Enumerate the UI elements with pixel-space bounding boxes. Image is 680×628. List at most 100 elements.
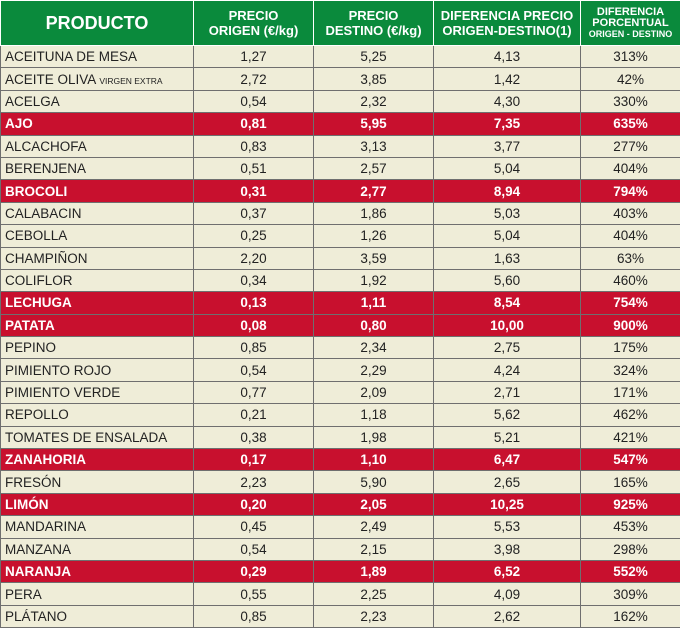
diferencia-porcentual: 403% bbox=[581, 202, 680, 224]
diferencia-precio: 6,47 bbox=[434, 449, 581, 471]
diferencia-precio: 3,77 bbox=[434, 135, 581, 157]
diferencia-precio: 5,53 bbox=[434, 516, 581, 538]
diferencia-precio: 8,54 bbox=[434, 292, 581, 314]
product-label: LECHUGA bbox=[5, 295, 72, 310]
diferencia-precio: 4,30 bbox=[434, 90, 581, 112]
diferencia-porcentual: 421% bbox=[581, 426, 680, 448]
precio-origen: 2,23 bbox=[194, 471, 314, 493]
product-label: PIMIENTO ROJO bbox=[5, 363, 111, 378]
diferencia-precio: 5,04 bbox=[434, 225, 581, 247]
precio-destino: 2,29 bbox=[314, 359, 434, 381]
product-name: MANZANA bbox=[1, 538, 194, 560]
header-line: PORCENTUAL bbox=[592, 17, 668, 29]
precio-origen: 0,51 bbox=[194, 157, 314, 179]
precio-destino: 5,90 bbox=[314, 471, 434, 493]
precio-origen: 0,37 bbox=[194, 202, 314, 224]
product-label: PATATA bbox=[5, 318, 55, 333]
product-name: BERENJENA bbox=[1, 157, 194, 179]
product-name: ACEITUNA DE MESA bbox=[1, 46, 194, 68]
diferencia-precio: 2,75 bbox=[434, 337, 581, 359]
product-name: CALABACIN bbox=[1, 202, 194, 224]
precio-origen: 0,54 bbox=[194, 538, 314, 560]
diferencia-porcentual: 324% bbox=[581, 359, 680, 381]
precio-destino: 3,85 bbox=[314, 68, 434, 90]
header-line: PRECIO bbox=[349, 8, 399, 23]
product-name: BROCOLI bbox=[1, 180, 194, 202]
diferencia-porcentual: 453% bbox=[581, 516, 680, 538]
precio-origen: 0,55 bbox=[194, 583, 314, 605]
diferencia-precio: 5,60 bbox=[434, 269, 581, 291]
precio-destino: 2,32 bbox=[314, 90, 434, 112]
precio-destino: 1,92 bbox=[314, 269, 434, 291]
diferencia-porcentual: 277% bbox=[581, 135, 680, 157]
product-label: ACEITE OLIVA bbox=[5, 72, 96, 87]
precio-destino: 2,09 bbox=[314, 381, 434, 403]
precio-destino: 5,25 bbox=[314, 46, 434, 68]
product-label: NARANJA bbox=[5, 564, 71, 579]
diferencia-porcentual: 309% bbox=[581, 583, 680, 605]
precio-destino: 2,05 bbox=[314, 493, 434, 515]
precio-destino: 5,95 bbox=[314, 113, 434, 135]
diferencia-porcentual: 547% bbox=[581, 449, 680, 471]
precio-destino: 3,13 bbox=[314, 135, 434, 157]
precio-origen: 2,20 bbox=[194, 247, 314, 269]
precio-origen: 0,34 bbox=[194, 269, 314, 291]
header-line: DIFERENCIA PRECIO bbox=[441, 8, 573, 23]
diferencia-porcentual: 404% bbox=[581, 157, 680, 179]
precio-origen: 0,20 bbox=[194, 493, 314, 515]
product-name: TOMATES DE ENSALADA bbox=[1, 426, 194, 448]
product-name: LIMÓN bbox=[1, 493, 194, 515]
product-name: PLÁTANO bbox=[1, 605, 194, 627]
product-name: PIMIENTO VERDE bbox=[1, 381, 194, 403]
diferencia-precio: 4,13 bbox=[434, 46, 581, 68]
product-name: PATATA bbox=[1, 314, 194, 336]
product-name: PIMIENTO ROJO bbox=[1, 359, 194, 381]
precio-destino: 2,23 bbox=[314, 605, 434, 627]
diferencia-precio: 2,71 bbox=[434, 381, 581, 403]
header-line: PRECIO bbox=[229, 8, 279, 23]
precio-origen: 0,83 bbox=[194, 135, 314, 157]
diferencia-precio: 10,25 bbox=[434, 493, 581, 515]
header-producto: PRODUCTO bbox=[1, 1, 194, 46]
precio-origen: 2,72 bbox=[194, 68, 314, 90]
diferencia-precio: 5,03 bbox=[434, 202, 581, 224]
precio-destino: 2,25 bbox=[314, 583, 434, 605]
precio-destino: 1,26 bbox=[314, 225, 434, 247]
diferencia-precio: 10,00 bbox=[434, 314, 581, 336]
product-name: NARANJA bbox=[1, 560, 194, 582]
precio-origen: 0,25 bbox=[194, 225, 314, 247]
product-name: ALCACHOFA bbox=[1, 135, 194, 157]
product-label: REPOLLO bbox=[5, 407, 69, 422]
precio-origen: 0,31 bbox=[194, 180, 314, 202]
precio-destino: 1,18 bbox=[314, 404, 434, 426]
precio-destino: 2,49 bbox=[314, 516, 434, 538]
header-line: ORIGEN - DESTINO bbox=[581, 29, 680, 39]
precio-destino: 1,11 bbox=[314, 292, 434, 314]
product-label: FRESÓN bbox=[5, 475, 61, 490]
product-label: MANZANA bbox=[5, 542, 71, 557]
product-name: PERA bbox=[1, 583, 194, 605]
diferencia-porcentual: 635% bbox=[581, 113, 680, 135]
precio-destino: 1,89 bbox=[314, 560, 434, 582]
product-label: PIMIENTO VERDE bbox=[5, 385, 120, 400]
product-label: PEPINO bbox=[5, 340, 56, 355]
precio-destino: 2,15 bbox=[314, 538, 434, 560]
diferencia-precio: 4,24 bbox=[434, 359, 581, 381]
